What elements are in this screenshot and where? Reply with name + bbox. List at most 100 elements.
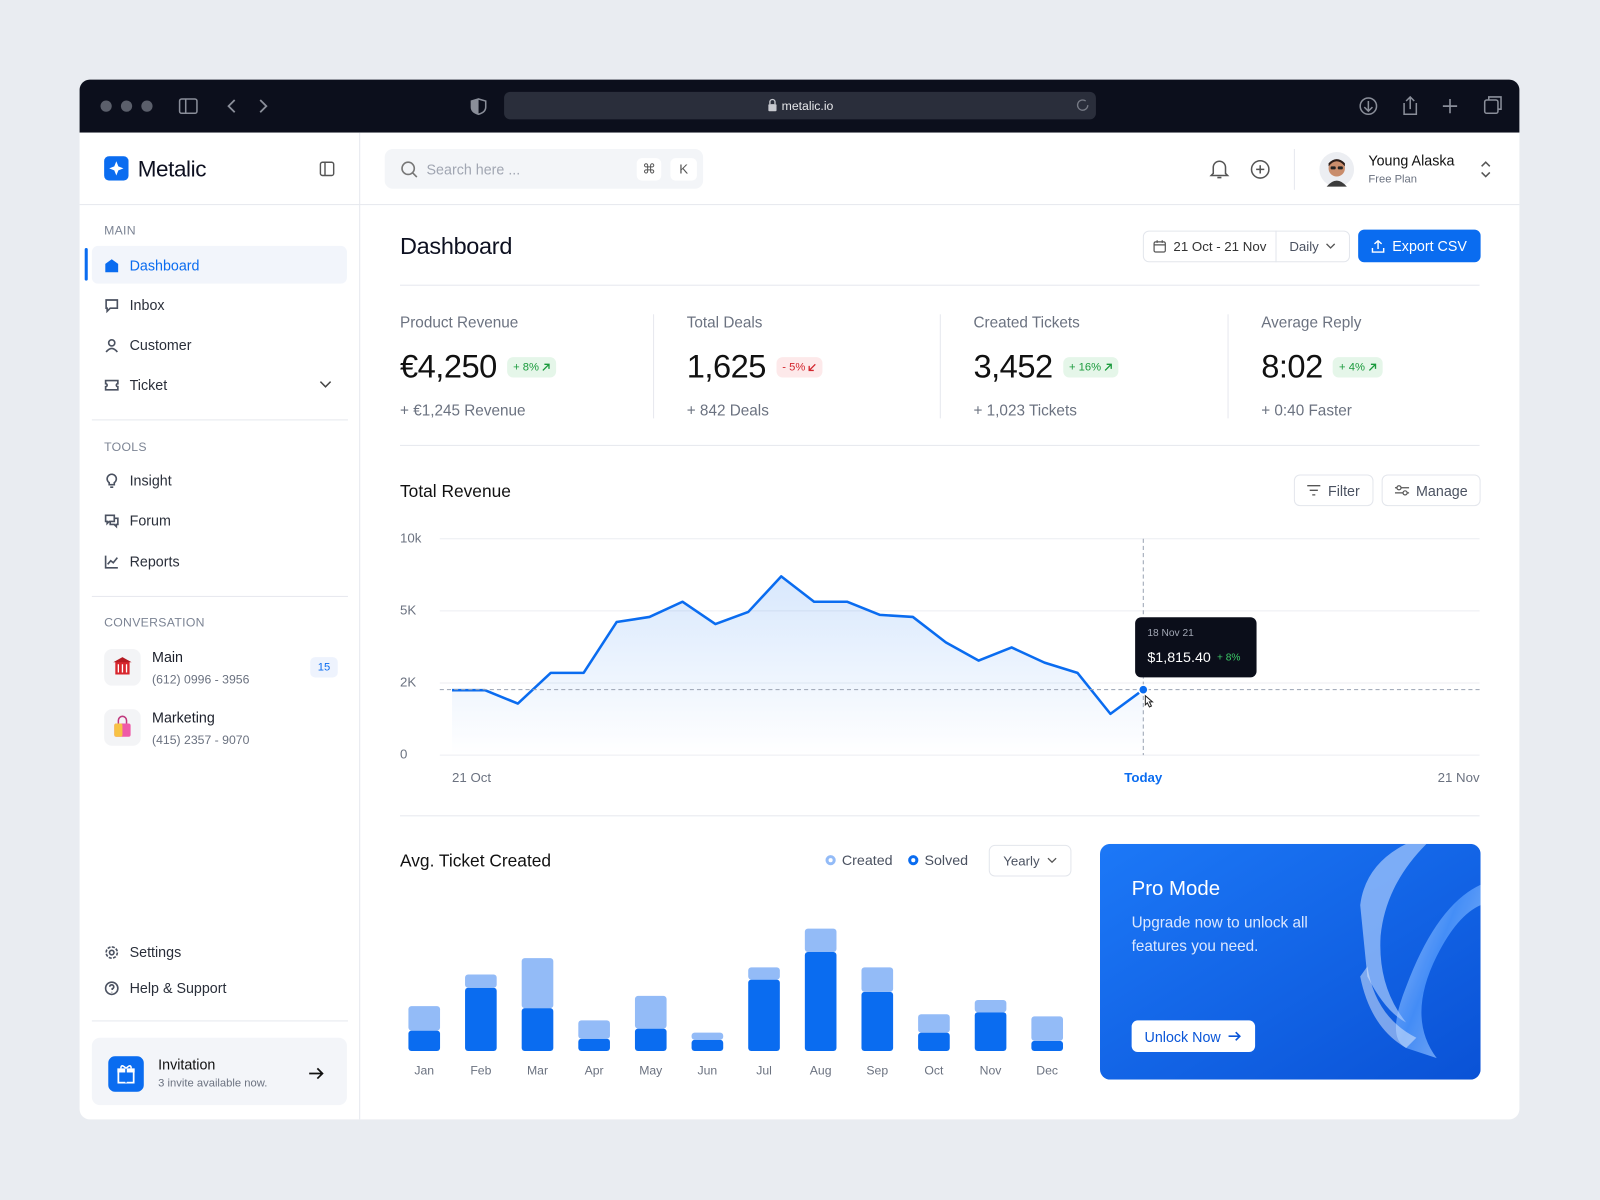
kpi-card: Average Reply 8:02 + 4% + 0:40 Faster <box>1261 314 1506 419</box>
chevron <box>1047 857 1057 864</box>
bar-segment <box>861 967 894 992</box>
bar-segment <box>1031 1040 1064 1052</box>
change-text: - 5% <box>782 360 806 373</box>
kpi-note: + 1,023 Tickets <box>973 402 1077 420</box>
chart-title: Avg. Ticket Created <box>399 851 552 871</box>
kpi-separator <box>1227 314 1229 419</box>
change-badge: - 5% <box>776 356 823 378</box>
user-name: Young Alaska <box>1368 152 1455 169</box>
kpi-value: 3,452 <box>973 347 1053 385</box>
nav-item[interactable]: Customer <box>104 335 192 355</box>
browser-controls <box>100 91 1502 120</box>
bar-segment <box>918 1032 950 1052</box>
bar-segment <box>748 967 780 980</box>
collapse-icon[interactable] <box>319 161 335 177</box>
manage-icon <box>1394 485 1409 496</box>
kpi-label: Average Reply <box>1261 314 1362 332</box>
tooltip-box <box>1135 617 1257 678</box>
nav-item[interactable]: Help & Support <box>104 978 226 998</box>
legend-marker <box>908 855 919 866</box>
x-tick-label: Oct <box>924 1064 944 1078</box>
bar-segment <box>634 995 667 1029</box>
header-icons[interactable] <box>1209 158 1272 180</box>
divider <box>399 444 1480 446</box>
x-tick-label: 21 Oct <box>452 770 491 785</box>
channel-name[interactable]: Marketing <box>152 709 215 726</box>
shortcut-key: ⌘ <box>636 158 662 181</box>
nav-item[interactable]: Settings <box>104 942 181 962</box>
arrow-icon <box>1228 1031 1242 1041</box>
bar-segment <box>691 1039 724 1052</box>
icon <box>104 379 119 391</box>
label: Yearly <box>1003 853 1040 869</box>
label: Forum <box>129 512 171 529</box>
label: Settings <box>129 943 182 961</box>
nav-item[interactable]: Dashboard <box>104 255 199 275</box>
legend-marker <box>825 855 836 866</box>
cursor <box>1144 694 1154 708</box>
x-tick-label: Today <box>1124 770 1163 785</box>
trend-icon <box>542 363 550 371</box>
chart-title: Total Revenue <box>399 481 511 502</box>
channel-avatar <box>104 648 141 686</box>
x-tick-label: Mar <box>527 1064 548 1078</box>
y-tick-label: 0 <box>400 747 407 762</box>
filter-button[interactable]: Filter <box>1293 474 1374 507</box>
nav-item[interactable]: Inbox <box>104 295 165 315</box>
nav-item[interactable]: Ticket <box>104 374 167 394</box>
date-range[interactable]: 21 Oct - 21 Nov <box>1142 230 1277 263</box>
label: Export CSV <box>1392 237 1467 255</box>
user-switch[interactable] <box>1480 160 1492 178</box>
area <box>452 576 1144 756</box>
x-tick-label: Jul <box>756 1064 772 1078</box>
bar-segment <box>578 1038 610 1052</box>
x-tick-label: 21 Nov <box>1438 770 1480 785</box>
header-border <box>79 204 1520 206</box>
manage-button[interactable]: Manage <box>1381 474 1481 507</box>
nav-item[interactable]: Reports <box>104 551 180 571</box>
unlock-button[interactable]: Unlock Now <box>1131 1020 1256 1053</box>
url[interactable]: metalic.io <box>781 98 834 114</box>
channel-name[interactable]: Main <box>152 648 184 666</box>
y-tick-label: 10k <box>400 530 422 545</box>
section-title: CONVERSATION <box>104 615 205 630</box>
x-tick-label: Dec <box>1036 1064 1058 1078</box>
channel-phone: (415) 2357 - 9070 <box>152 732 250 747</box>
chevron[interactable] <box>319 380 332 390</box>
kpi-label: Product Revenue <box>399 314 519 332</box>
kpi-value: 8:02 <box>1261 347 1323 385</box>
kpi-card: Created Tickets 3,452 + 16% + 1,023 Tickets <box>973 314 1218 419</box>
period-select[interactable]: Yearly <box>988 844 1072 877</box>
invitation-title: Invitation <box>158 1056 216 1073</box>
unread-badge: 15 <box>310 657 338 678</box>
y-tick-label: 5K <box>400 602 416 617</box>
nav-item[interactable]: Forum <box>104 510 171 530</box>
x-tick-label: Nov <box>980 1064 1003 1078</box>
brand: Metalic <box>137 156 207 182</box>
trend-icon <box>808 363 816 371</box>
section-title: MAIN <box>104 223 136 238</box>
bar-segment <box>634 1028 667 1052</box>
kpi-label: Created Tickets <box>973 314 1080 332</box>
kpi-separator <box>653 314 655 419</box>
x-tick-label: Jun <box>698 1064 718 1078</box>
filter-icon <box>1307 485 1321 496</box>
gift-icon <box>108 1056 144 1092</box>
divider <box>91 595 348 597</box>
user-avatar[interactable] <box>1319 152 1355 187</box>
kpi-note: + €1,245 Revenue <box>399 402 526 420</box>
x-tick-label: May <box>639 1064 663 1078</box>
kpi-row: 8:02 + 4% <box>1261 348 1506 386</box>
nav-item[interactable]: Insight <box>104 470 172 490</box>
bar-segment <box>465 974 497 988</box>
period-select[interactable]: Daily <box>1275 230 1350 263</box>
export-button[interactable]: Export CSV <box>1358 229 1481 263</box>
icon <box>104 555 118 569</box>
label: 21 Oct - 21 Nov <box>1173 238 1267 255</box>
search-placeholder: Search here ... <box>426 161 521 178</box>
bar-segment <box>861 991 894 1052</box>
kpi-note: + 0:40 Faster <box>1261 402 1352 420</box>
change-text: + 8% <box>513 360 540 373</box>
